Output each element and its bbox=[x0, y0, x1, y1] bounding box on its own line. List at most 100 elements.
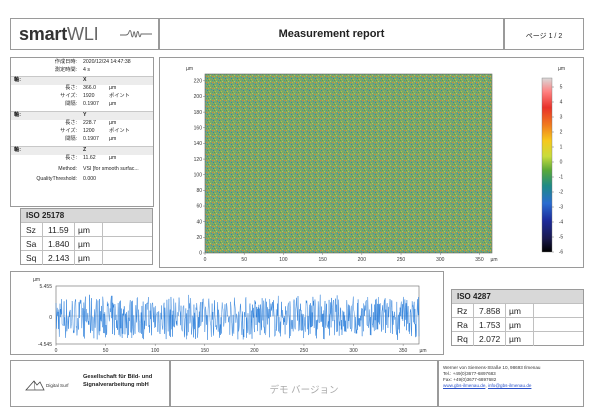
iso4287-table: ISO 4287 Rz 7.858 µm Ra 1.753 µm Rq 2.07… bbox=[451, 289, 584, 346]
info-row-duration: 測定時間: 4 s bbox=[54, 67, 90, 73]
profile-x-tick-label: 350 bbox=[399, 348, 408, 354]
links-line: www.gbs-ilmenau.de, info@gbs-ilmenau.de bbox=[443, 383, 532, 388]
colorbar-axis: 5 4 3 2 1 0 -1 -2 -3 -4 -5 -6 bbox=[552, 85, 563, 256]
map-x-tick-label: 0 bbox=[204, 257, 207, 263]
map-y-tick-label: 0 bbox=[199, 251, 202, 257]
map-y-tick-label: 20 bbox=[196, 235, 202, 241]
map-y-tick-label: 140 bbox=[194, 141, 203, 147]
colorbar bbox=[541, 77, 553, 253]
map-x-axis: 0 50 100 150 200 250 300 350 µm bbox=[204, 253, 498, 263]
profile-y-unit: µm bbox=[33, 277, 40, 283]
profile-x-tick-label: 100 bbox=[151, 348, 160, 354]
info-row-x-spacing: 間隔: 0.1907 µm bbox=[65, 101, 117, 107]
profile-series-line bbox=[55, 294, 420, 340]
profile-panel: µm 5.455 0 -4.545 0 50 100 150 200 250 300 350 µ… bbox=[10, 271, 444, 355]
tel-line: Tel.: +49(0)3677-6897683 bbox=[443, 371, 496, 376]
info-section-x-axis: 軸: X bbox=[11, 76, 153, 85]
smartwli-logo: smartWLI bbox=[19, 24, 99, 44]
height-map-chart: µm µm bbox=[186, 66, 565, 263]
wave-logo-icon bbox=[120, 30, 152, 38]
table-row: Sz 11.59 µm bbox=[21, 222, 152, 237]
website-link[interactable]: www.gbs-ilmenau.de bbox=[443, 383, 486, 388]
iso4287-title: ISO 4287 bbox=[452, 290, 583, 303]
profile-x-tick-label: 300 bbox=[349, 348, 358, 354]
colorbar-tick-label: -3 bbox=[559, 205, 564, 211]
profile-x-tick-label: 200 bbox=[250, 348, 259, 354]
map-y-tick-label: 100 bbox=[194, 172, 203, 178]
info-row-z-length: 長さ: 11.62 µm bbox=[65, 155, 117, 161]
profile-x-tick-label: 50 bbox=[103, 348, 109, 354]
map-x-tick-label: 50 bbox=[241, 257, 247, 263]
map-x-tick-label: 100 bbox=[279, 257, 288, 263]
email-link[interactable]: info@gbs-ilmenau.de bbox=[487, 383, 532, 388]
report-title: Measurement report bbox=[278, 28, 385, 40]
footer-middle-box: デモ バージョン bbox=[170, 360, 438, 407]
footer-company-box: Digital Surf Gesellschaft für Bild- und … bbox=[10, 360, 170, 407]
map-x-unit: µm bbox=[490, 257, 497, 263]
map-y-tick-label: 40 bbox=[196, 219, 202, 225]
map-x-tick-label: 250 bbox=[397, 257, 406, 263]
iso25178-table: ISO 25178 Sz 11.59 µm Sa 1.840 µm Sq 2.1… bbox=[20, 208, 153, 265]
info-row-x-size: サイズ: 1920 ポイント bbox=[60, 93, 130, 99]
colorbar-unit: µm bbox=[558, 66, 565, 72]
info-row-created: 作成日時: 2020/12/24 14:47:38 bbox=[54, 59, 131, 65]
map-y-unit: µm bbox=[186, 66, 193, 72]
map-y-axis: 0 20 40 60 80 100 120 140 160 180 200 220 bbox=[194, 79, 205, 257]
digital-surf-logo-icon bbox=[25, 380, 45, 391]
map-y-tick-label: 80 bbox=[196, 188, 202, 194]
address-line: Werner von Siemens-Straße 10, 98693 Ilme… bbox=[443, 365, 541, 370]
demo-version-label: デモ バージョン bbox=[269, 385, 339, 396]
info-row-y-spacing: 間隔: 0.1907 µm bbox=[65, 136, 117, 142]
profile-x-tick-label: 150 bbox=[201, 348, 210, 354]
company-name: Gesellschaft für Bild- und Signalverarbe… bbox=[83, 374, 153, 388]
profile-x-tick-label: 250 bbox=[300, 348, 309, 354]
map-y-tick-label: 200 bbox=[194, 94, 203, 100]
iso25178-title: ISO 25178 bbox=[21, 209, 152, 222]
profile-y-tick-top: 5.455 bbox=[39, 284, 52, 290]
measurement-info-table: 作成日時: 2020/12/24 14:47:38 測定時間: 4 s 軸: X… bbox=[10, 57, 154, 207]
colorbar-tick-label: 4 bbox=[560, 100, 563, 106]
colorbar-tick-label: -1 bbox=[559, 175, 564, 181]
table-row: Ra 1.753 µm bbox=[452, 317, 583, 332]
info-section-y-axis: 軸: Y bbox=[11, 111, 153, 120]
info-row-quality-threshold: QualityThreshold: 0.000 bbox=[36, 176, 96, 182]
logo-box: smartWLI bbox=[10, 18, 159, 50]
map-x-tick-label: 200 bbox=[358, 257, 367, 263]
height-map-panel: µm µm bbox=[159, 57, 584, 268]
table-row: Sa 1.840 µm bbox=[21, 236, 152, 251]
map-x-tick-label: 150 bbox=[318, 257, 327, 263]
table-row: Sq 2.143 µm bbox=[21, 250, 152, 265]
info-row-x-length: 長さ: 366.0 µm bbox=[65, 85, 117, 91]
profile-y-tick-zero: 0 bbox=[49, 315, 52, 321]
report-title-box: Measurement report bbox=[159, 18, 504, 50]
profile-x-unit: µm bbox=[419, 348, 426, 354]
fax-line: Fax: +49(0)3677-6897682 bbox=[443, 377, 497, 382]
info-row-y-size: サイズ: 1200 ポイント bbox=[60, 128, 130, 134]
colorbar-tick-label: -6 bbox=[559, 250, 564, 256]
profile-y-tick-bottom: -4.545 bbox=[38, 342, 52, 348]
page-number-box: ページ 1 / 2 bbox=[504, 18, 584, 50]
page-number: ページ 1 / 2 bbox=[525, 33, 563, 40]
height-map-image bbox=[205, 74, 492, 253]
colorbar-tick-label: -4 bbox=[559, 220, 564, 226]
digital-surf-label: Digital Surf bbox=[46, 383, 69, 388]
map-y-tick-label: 120 bbox=[194, 157, 203, 163]
info-row-method: Method: VSI [for smooth surfac... bbox=[58, 166, 139, 172]
map-x-tick-label: 300 bbox=[436, 257, 445, 263]
info-row-y-length: 長さ: 228.7 µm bbox=[65, 120, 117, 126]
profile-chart: µm 5.455 0 -4.545 0 50 100 150 200 250 300 350 µ… bbox=[33, 277, 427, 354]
table-row: Rq 2.072 µm bbox=[452, 331, 583, 346]
colorbar-tick-label: -2 bbox=[559, 190, 564, 196]
colorbar-tick-label: 5 bbox=[560, 85, 563, 91]
map-y-tick-label: 180 bbox=[194, 110, 203, 116]
profile-x-tick-label: 0 bbox=[55, 348, 58, 354]
map-y-tick-label: 60 bbox=[196, 204, 202, 210]
colorbar-tick-label: 3 bbox=[560, 115, 563, 121]
info-section-z-axis: 軸: Z bbox=[11, 146, 153, 155]
map-y-tick-label: 160 bbox=[194, 125, 203, 131]
colorbar-tick-label: 2 bbox=[560, 130, 563, 136]
colorbar-tick-label: 0 bbox=[560, 160, 563, 166]
colorbar-tick-label: -5 bbox=[559, 235, 564, 241]
map-x-tick-label: 350 bbox=[475, 257, 484, 263]
colorbar-tick-label: 1 bbox=[560, 145, 563, 151]
